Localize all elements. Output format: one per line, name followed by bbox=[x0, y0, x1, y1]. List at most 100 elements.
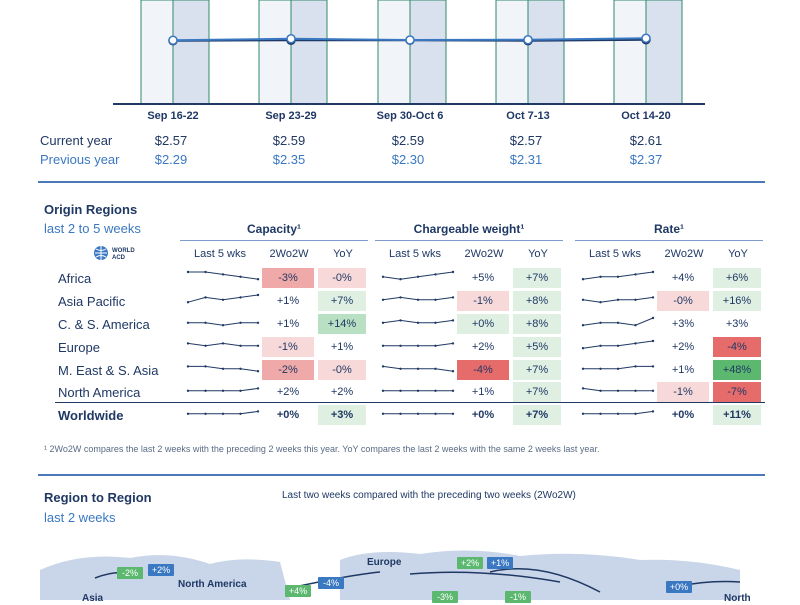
change-cell: -3% bbox=[262, 268, 314, 288]
change-cell: +5% bbox=[457, 268, 509, 288]
flow-change-badge: -3% bbox=[432, 591, 458, 603]
sparkline-point bbox=[451, 389, 455, 392]
sparkline-point bbox=[651, 270, 655, 274]
change-cell: +2% bbox=[457, 337, 509, 357]
sparkline-point bbox=[239, 367, 242, 370]
change-cell: -7% bbox=[713, 382, 761, 402]
column-header: 2Wo2W bbox=[269, 248, 309, 260]
previous-year-point bbox=[523, 35, 533, 45]
sparkline bbox=[381, 319, 455, 324]
change-cell: -1% bbox=[657, 382, 709, 402]
sparkline-point bbox=[204, 321, 207, 324]
sparkline-point bbox=[416, 389, 420, 392]
sparkline bbox=[186, 270, 260, 281]
sparkline bbox=[581, 296, 655, 304]
sparkline-point bbox=[634, 273, 637, 276]
region-name: Worldwide bbox=[58, 408, 124, 423]
change-cell: +3% bbox=[318, 405, 366, 425]
week-label: Sep 23-29 bbox=[265, 110, 317, 122]
column-header: YoY bbox=[528, 248, 548, 260]
week-column-cur bbox=[409, 0, 447, 105]
rate-value: $2.59 bbox=[391, 133, 425, 148]
sparkline bbox=[381, 365, 455, 373]
change-cell: +48% bbox=[713, 360, 761, 380]
rate-value: $2.57 bbox=[154, 133, 188, 148]
week-column-cur bbox=[172, 0, 210, 105]
sparkline-point bbox=[434, 344, 437, 347]
column-header: Last 5 wks bbox=[194, 248, 246, 260]
sparkline-point bbox=[204, 389, 207, 392]
map-region-label: North bbox=[724, 593, 751, 604]
flow-change-badge: -1% bbox=[505, 591, 531, 603]
change-cell: +0% bbox=[262, 405, 314, 425]
group-title: Capacity¹ bbox=[246, 222, 302, 236]
previous-year-point bbox=[641, 33, 651, 43]
sparkline-point bbox=[599, 389, 602, 392]
sparkline-point bbox=[399, 412, 402, 415]
sparkline-point bbox=[451, 270, 455, 274]
sparkline-point bbox=[204, 412, 207, 415]
change-cell: +1% bbox=[457, 382, 509, 402]
change-cell: +3% bbox=[657, 314, 709, 334]
flow-change-badge: +2% bbox=[457, 557, 483, 569]
sparkline-point bbox=[581, 298, 585, 301]
sparkline-point bbox=[634, 389, 637, 392]
sparkline-point bbox=[434, 367, 437, 370]
sparkline-point bbox=[381, 344, 385, 347]
sparkline-point bbox=[651, 339, 655, 343]
sparkline-point bbox=[221, 342, 225, 345]
r2r-title: Region to Region bbox=[44, 490, 152, 505]
sparkline-point bbox=[616, 275, 620, 278]
change-cell: +7% bbox=[513, 382, 561, 402]
sparkline-point bbox=[256, 387, 260, 390]
group-title: Chargeable weight¹ bbox=[413, 222, 525, 236]
change-cell: +2% bbox=[318, 382, 366, 402]
sparkline-point bbox=[221, 324, 225, 327]
region-name: North America bbox=[58, 385, 141, 400]
change-cell: +3% bbox=[713, 314, 761, 334]
sparkline-point bbox=[256, 293, 260, 297]
sparkline-point bbox=[634, 324, 637, 327]
sparkline-point bbox=[204, 344, 207, 347]
week-column-prev bbox=[613, 0, 647, 105]
week-label: Sep 30-Oct 6 bbox=[376, 110, 444, 122]
sparkline bbox=[581, 316, 655, 327]
change-cell: +7% bbox=[513, 360, 561, 380]
sparkline-point bbox=[416, 344, 420, 347]
region-name: Africa bbox=[58, 271, 92, 286]
change-cell: -0% bbox=[318, 268, 366, 288]
map-region-label: North America bbox=[178, 579, 247, 590]
sparkline bbox=[581, 410, 655, 415]
rate-value: $2.37 bbox=[629, 152, 663, 167]
sparkline-point bbox=[634, 412, 637, 415]
week-column-cur bbox=[527, 0, 565, 105]
sparkline-point bbox=[186, 412, 190, 415]
world-acd-logo: WORLD ACD bbox=[92, 244, 148, 262]
sparkline-point bbox=[616, 367, 620, 370]
sparkline-point bbox=[416, 321, 420, 324]
sparkline-point bbox=[381, 275, 385, 278]
previous-year-point bbox=[168, 35, 178, 45]
sparkline-point bbox=[186, 301, 190, 304]
sparkline-point bbox=[221, 298, 225, 301]
sparkline bbox=[381, 342, 455, 347]
sparkline-point bbox=[221, 389, 225, 392]
week-column-prev bbox=[140, 0, 174, 105]
sparkline-point bbox=[239, 389, 242, 392]
flow-change-badge: +2% bbox=[148, 564, 174, 576]
sparkline-point bbox=[651, 389, 655, 392]
sparkline-point bbox=[256, 344, 260, 347]
rate-value: $2.30 bbox=[391, 152, 425, 167]
week-label: Oct 14-20 bbox=[621, 110, 671, 122]
rate-value: $2.31 bbox=[509, 152, 543, 167]
r2r-note: Last two weeks compared with the precedi… bbox=[282, 490, 576, 501]
sparkline-point bbox=[651, 316, 655, 320]
sparkline-point bbox=[599, 275, 602, 278]
r2r-subtitle: last 2 weeks bbox=[44, 510, 116, 525]
sparkline-point bbox=[381, 321, 385, 324]
sparkline bbox=[381, 389, 455, 392]
sparkline-point bbox=[399, 296, 402, 299]
sparkline-point bbox=[381, 389, 385, 392]
rate-value: $2.29 bbox=[154, 152, 188, 167]
sparkline-point bbox=[239, 275, 242, 278]
